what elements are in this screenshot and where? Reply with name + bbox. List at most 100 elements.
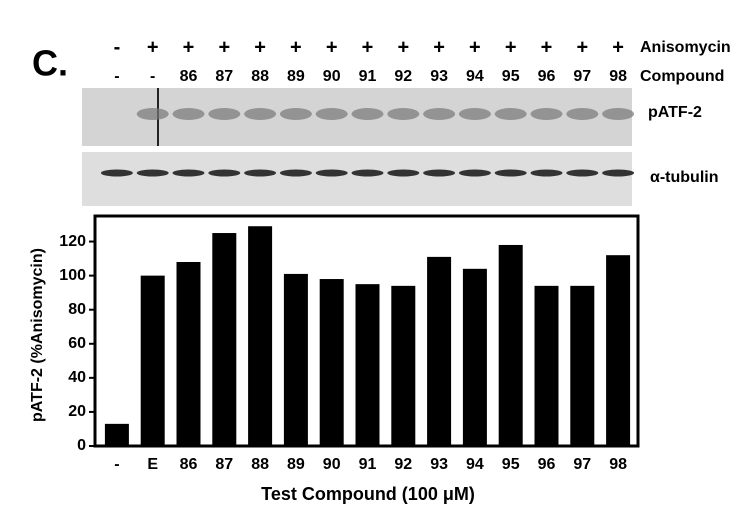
band <box>208 108 241 120</box>
bar <box>176 262 201 446</box>
band <box>530 108 563 120</box>
band <box>423 108 456 120</box>
lane-sign: + <box>397 36 409 58</box>
bar <box>570 285 595 446</box>
x-tick-label: 94 <box>466 456 484 473</box>
band <box>566 169 599 177</box>
x-tick-label: 92 <box>394 456 412 473</box>
x-tick-label: 89 <box>287 456 305 473</box>
band <box>279 169 312 177</box>
lane-sign: + <box>433 36 445 58</box>
bar <box>606 255 631 446</box>
band <box>208 169 241 177</box>
lane-sign: + <box>147 36 159 58</box>
panel-label: C. <box>32 43 68 84</box>
lane-compound: 92 <box>394 68 412 85</box>
bar <box>248 226 273 446</box>
y-tick-label: 20 <box>68 403 86 420</box>
lane-sign: + <box>290 36 302 58</box>
bar <box>462 268 487 446</box>
lane-sign: + <box>183 36 195 58</box>
x-tick-label: 93 <box>430 456 448 473</box>
band <box>530 169 563 177</box>
bar <box>140 275 165 446</box>
y-axis-title: pATF-2 (%Anisomycin) <box>29 248 46 422</box>
bar <box>283 273 308 446</box>
x-tick-label: 98 <box>609 456 627 473</box>
blot-label: pATF-2 <box>648 104 702 121</box>
lane-sign: + <box>469 36 481 58</box>
y-tick-label: 40 <box>68 369 86 386</box>
y-tick-label: 60 <box>68 335 86 352</box>
band <box>423 169 456 177</box>
bar <box>319 279 344 446</box>
lane-sign: + <box>505 36 517 58</box>
lane-sign: + <box>326 36 338 58</box>
band <box>566 108 599 120</box>
x-tick-label: 95 <box>502 456 520 473</box>
band <box>351 169 384 177</box>
band <box>458 108 491 120</box>
band <box>351 108 384 120</box>
x-tick-label: 88 <box>251 456 269 473</box>
y-tick-label: 0 <box>77 437 86 454</box>
lane-sign: + <box>541 36 553 58</box>
bar <box>104 423 129 446</box>
bar <box>355 284 380 446</box>
x-tick-label: 91 <box>359 456 377 473</box>
band <box>315 169 348 177</box>
band <box>458 169 491 177</box>
band <box>494 108 527 120</box>
lane-sign: + <box>218 36 230 58</box>
lane-sign: + <box>362 36 374 58</box>
x-tick-label: E <box>147 456 158 473</box>
row-label: Anisomycin <box>640 39 731 56</box>
band <box>172 108 205 120</box>
bar <box>534 285 559 446</box>
band <box>136 169 169 177</box>
x-tick-label: 87 <box>215 456 233 473</box>
x-tick-label: 90 <box>323 456 341 473</box>
bar <box>427 256 452 446</box>
band <box>244 108 277 120</box>
lane-compound: 86 <box>180 68 198 85</box>
y-tick-label: 120 <box>59 233 86 250</box>
lane-compound: 93 <box>430 68 448 85</box>
band <box>387 108 420 120</box>
x-axis-title: Test Compound (100 μM) <box>261 484 475 504</box>
band <box>387 169 420 177</box>
lane-compound: 95 <box>502 68 520 85</box>
lane-sign: - <box>114 36 121 58</box>
lane-sign: + <box>576 36 588 58</box>
x-tick-label: 86 <box>180 456 198 473</box>
bar <box>391 285 416 446</box>
x-tick-label: 96 <box>538 456 556 473</box>
row-label: Compound <box>640 68 724 85</box>
lane-compound: - <box>150 68 155 85</box>
lane-compound: 91 <box>359 68 377 85</box>
bar <box>212 233 237 446</box>
lane-compound: 87 <box>215 68 233 85</box>
lane-sign: + <box>254 36 266 58</box>
band <box>602 169 635 177</box>
lane-compound: - <box>114 68 119 85</box>
lane-compound: 90 <box>323 68 341 85</box>
x-tick-label: 97 <box>573 456 591 473</box>
blot <box>82 152 632 206</box>
blot-label: α-tubulin <box>650 169 718 186</box>
band <box>315 108 348 120</box>
band <box>100 169 133 177</box>
band <box>494 169 527 177</box>
x-tick-label: - <box>114 456 119 473</box>
lane-compound: 89 <box>287 68 305 85</box>
lane-compound: 97 <box>573 68 591 85</box>
lane-compound: 94 <box>466 68 484 85</box>
y-tick-label: 100 <box>59 267 86 284</box>
lane-compound: 88 <box>251 68 269 85</box>
lane-compound: 98 <box>609 68 627 85</box>
band <box>244 169 277 177</box>
band <box>136 108 169 120</box>
y-tick-label: 80 <box>68 301 86 318</box>
lane-sign: + <box>612 36 624 58</box>
